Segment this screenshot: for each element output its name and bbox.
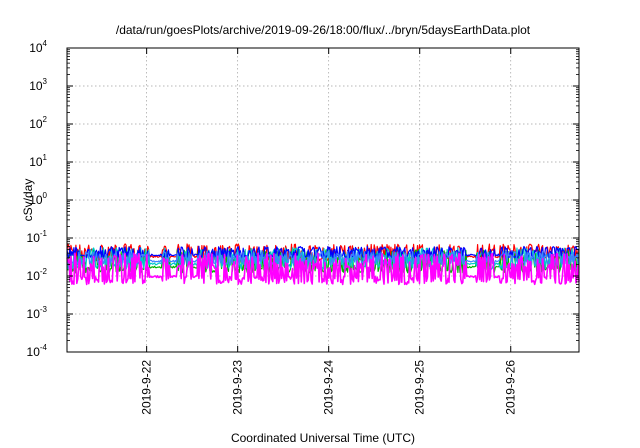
x-tick-label: 2019-9-22 — [140, 360, 154, 415]
x-tick-label: 2019-9-26 — [504, 360, 518, 415]
y-axis-label: cSv/day — [21, 179, 35, 222]
y-tick-label: 10-2 — [27, 267, 48, 283]
series-line — [66, 243, 580, 262]
y-tick-label: 102 — [29, 115, 47, 131]
y-tick-exponent: -3 — [40, 305, 48, 314]
x-tick-label: 2019-9-24 — [322, 360, 336, 415]
chart-title: /data/run/goesPlots/archive/2019-09-26/1… — [116, 23, 531, 37]
x-axis: 2019-9-22 2019-9-23 2019-9-24 2019-9-25 2019… — [140, 48, 518, 415]
x-axis-label: Coordinated Universal Time (UTC) — [231, 431, 415, 445]
y-tick-exponent: 2 — [43, 115, 48, 124]
y-tick-exponent: 1 — [43, 153, 48, 162]
y-tick-exponent: 4 — [43, 39, 48, 48]
y-tick-label: 104 — [29, 39, 47, 55]
y-tick-label: 10-4 — [27, 343, 48, 359]
x-tick-label: 2019-9-23 — [231, 360, 245, 415]
y-tick-label: 101 — [29, 153, 47, 169]
y-tick-label: 10-3 — [27, 305, 48, 321]
series-line — [66, 245, 580, 259]
x-tick-label: 2019-9-25 — [413, 360, 427, 415]
y-tick-exponent: -2 — [40, 267, 48, 276]
y-tick-label: 10-1 — [27, 229, 48, 245]
grid-lines — [67, 48, 579, 352]
y-tick-label: 103 — [29, 77, 47, 93]
series-group — [66, 243, 580, 286]
y-tick-exponent: -4 — [40, 343, 48, 352]
y-tick-exponent: 3 — [43, 77, 48, 86]
series-line — [66, 252, 580, 286]
y-tick-exponent: 0 — [43, 191, 48, 200]
y-tick-exponent: -1 — [40, 229, 48, 238]
